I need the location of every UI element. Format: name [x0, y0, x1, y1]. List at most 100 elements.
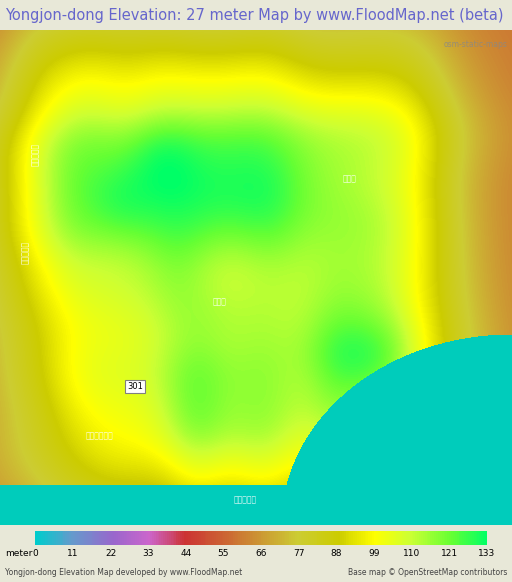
Bar [308, 531, 310, 545]
Bar [73, 531, 75, 545]
Bar [306, 531, 309, 545]
Bar [400, 531, 402, 545]
Bar [276, 531, 279, 545]
Bar [340, 531, 343, 545]
Bar [387, 531, 390, 545]
Bar [75, 531, 77, 545]
Bar [477, 531, 480, 545]
Bar [344, 531, 346, 545]
Bar [425, 531, 427, 545]
Bar [178, 531, 181, 545]
Bar [321, 531, 324, 545]
Bar [80, 531, 83, 545]
Bar [144, 531, 147, 545]
Bar [50, 531, 53, 545]
Text: 버치로: 버치로 [213, 298, 227, 307]
Bar [485, 531, 487, 545]
Bar [280, 531, 282, 545]
Bar [201, 531, 203, 545]
Bar [142, 531, 145, 545]
Bar [45, 531, 47, 545]
Text: osm-static-maps: osm-static-maps [443, 40, 507, 49]
Bar [234, 531, 237, 545]
Bar [141, 531, 143, 545]
Bar [71, 531, 73, 545]
Bar [357, 531, 359, 545]
Bar [239, 531, 241, 545]
Bar [131, 531, 134, 545]
Bar [187, 531, 190, 545]
Bar [451, 531, 454, 545]
Bar [82, 531, 84, 545]
Text: 대부황급로: 대부황급로 [20, 242, 30, 264]
Bar [52, 531, 55, 545]
Text: Yongjon-dong Elevation Map developed by www.FloodMap.net: Yongjon-dong Elevation Map developed by … [5, 568, 242, 577]
Bar [434, 531, 437, 545]
Bar [393, 531, 395, 545]
Bar [237, 531, 239, 545]
Bar [370, 531, 373, 545]
Text: 대부황금로: 대부황금로 [233, 496, 257, 505]
Bar [99, 531, 101, 545]
Bar [291, 531, 293, 545]
Bar [453, 531, 455, 545]
Bar [116, 531, 118, 545]
Bar [368, 531, 371, 545]
Bar [150, 531, 153, 545]
Bar [479, 531, 482, 545]
Bar [367, 531, 369, 545]
Bar [175, 531, 177, 545]
Bar [257, 531, 260, 545]
Bar [304, 531, 307, 545]
Bar [218, 531, 220, 545]
Bar [374, 531, 376, 545]
Bar [170, 531, 173, 545]
Bar [101, 531, 103, 545]
Bar [455, 531, 457, 545]
Text: 33: 33 [142, 549, 154, 558]
Bar [289, 531, 292, 545]
Bar [274, 531, 276, 545]
Bar [214, 531, 217, 545]
Bar [431, 531, 433, 545]
Bar [436, 531, 438, 545]
Bar [460, 531, 463, 545]
Bar [92, 531, 94, 545]
Text: 77: 77 [293, 549, 305, 558]
Bar [77, 531, 79, 545]
Bar [229, 531, 231, 545]
Bar [182, 531, 184, 545]
Bar [391, 531, 393, 545]
Bar [470, 531, 472, 545]
Bar [389, 531, 391, 545]
Bar [97, 531, 100, 545]
Bar [338, 531, 340, 545]
Bar [417, 531, 419, 545]
Bar [167, 531, 169, 545]
Bar [449, 531, 452, 545]
Bar [466, 531, 468, 545]
Bar [472, 531, 474, 545]
Bar [378, 531, 380, 545]
Bar [78, 531, 81, 545]
Bar [310, 531, 312, 545]
Bar [95, 531, 98, 545]
Bar [251, 531, 254, 545]
Bar [334, 531, 337, 545]
Bar [426, 531, 429, 545]
Bar [421, 531, 423, 545]
Bar [314, 531, 316, 545]
Bar [332, 531, 335, 545]
Bar [481, 531, 483, 545]
Text: 대부황급로: 대부황급로 [31, 143, 39, 165]
Bar [268, 531, 271, 545]
Bar [184, 531, 186, 545]
Bar [42, 531, 45, 545]
Bar [413, 531, 416, 545]
Bar [165, 531, 167, 545]
Bar [225, 531, 228, 545]
Text: 66: 66 [255, 549, 267, 558]
Bar [37, 531, 39, 545]
Bar [54, 531, 56, 545]
Bar [398, 531, 401, 545]
